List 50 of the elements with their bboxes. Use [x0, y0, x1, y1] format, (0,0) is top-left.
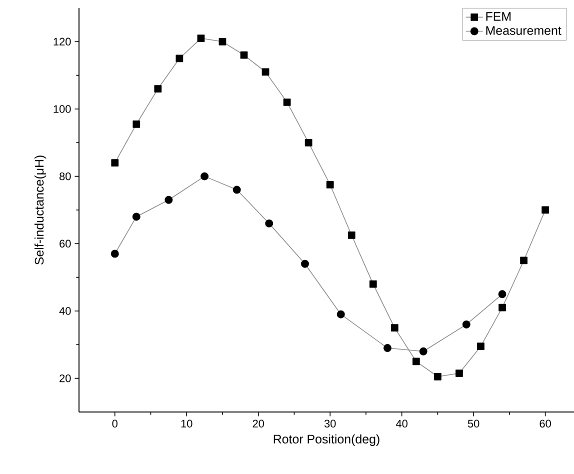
- point: [348, 232, 356, 239]
- x-tick-label: 50: [468, 420, 480, 428]
- point: [462, 320, 470, 328]
- point: [301, 260, 309, 268]
- point: [132, 212, 140, 221]
- point: [384, 344, 392, 352]
- x-tick-label: 10: [181, 420, 192, 428]
- point: [498, 304, 506, 312]
- point: [520, 256, 528, 264]
- x-tick-label: 40: [396, 420, 408, 428]
- point: [542, 206, 549, 214]
- y-tick-label: 120: [54, 38, 71, 46]
- point: [176, 54, 184, 62]
- x-axis-title: Rotor Position(deg): [274, 434, 380, 446]
- point: [283, 98, 291, 106]
- point: [262, 68, 270, 76]
- x-tick-label: 60: [540, 420, 551, 428]
- point: [197, 34, 205, 42]
- point: [304, 138, 312, 146]
- y-tick-label: 60: [60, 240, 71, 248]
- point: [477, 342, 484, 350]
- point: [326, 181, 334, 188]
- x-tick-label: 0: [112, 420, 118, 428]
- x-tick-label: 30: [324, 420, 336, 428]
- point: [110, 250, 119, 258]
- y-tick-label: 80: [60, 172, 71, 180]
- y-tick-label: 100: [54, 105, 71, 113]
- point: [498, 290, 506, 298]
- point: [369, 280, 377, 288]
- point: [419, 347, 428, 356]
- legend-label: Measurement: [486, 26, 562, 35]
- point: [154, 85, 162, 92]
- point: [456, 370, 463, 377]
- point: [240, 51, 248, 59]
- legend-label: FEM: [486, 12, 511, 21]
- point: [336, 310, 345, 318]
- y-tick-label: 40: [59, 307, 71, 315]
- point: [164, 196, 173, 204]
- point: [200, 172, 209, 180]
- point: [111, 159, 119, 167]
- point: [232, 186, 241, 194]
- point: [390, 324, 398, 332]
- y-axis-title: Self-inductance(μH): [34, 156, 46, 265]
- x-tick-label: 20: [252, 420, 264, 428]
- point: [265, 219, 274, 228]
- point: [132, 120, 140, 128]
- point: [412, 358, 420, 366]
- y-tick-label: 20: [60, 374, 71, 382]
- point: [434, 372, 442, 380]
- point: [218, 38, 226, 46]
